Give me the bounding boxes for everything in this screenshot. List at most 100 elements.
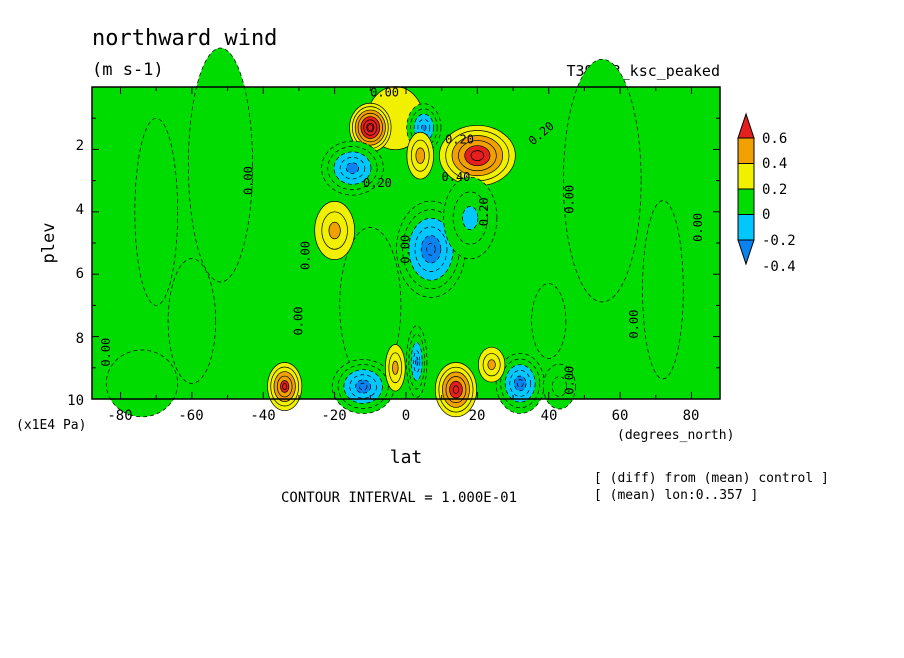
- colorbar-label: -0.4: [762, 259, 796, 275]
- x-tick-label: 20: [469, 408, 486, 424]
- colorbar: 0.6 0.4 0.2 0 -0.2 -0.4: [737, 112, 796, 275]
- x-axis-units: (degrees_north): [617, 428, 734, 443]
- field-feature: [105, 349, 178, 418]
- field-feature: [314, 201, 355, 260]
- plot-area: 0.000.00 0.200.20 0.200.200.400.000.000.00…: [91, 47, 721, 418]
- contour-band: [134, 117, 178, 306]
- contour-band: [358, 382, 368, 391]
- y-tick-label: 4: [76, 202, 84, 218]
- contour-band: [415, 356, 419, 367]
- contour-band: [470, 150, 485, 162]
- contour-value-label: 0.00: [563, 366, 577, 395]
- contour-band: [367, 124, 374, 131]
- contour-value-label: 0.20: [363, 176, 392, 190]
- contour-band: [563, 58, 642, 303]
- contour-band: [282, 383, 288, 390]
- field-feature: [406, 325, 428, 398]
- contour-value-label: 0.20: [445, 133, 474, 147]
- contour-value-label: 0.40: [442, 170, 471, 184]
- field-feature: [443, 176, 498, 260]
- y-tick-label: 2: [76, 138, 84, 154]
- contour-band: [452, 385, 460, 394]
- x-tick-label: 0: [402, 408, 410, 424]
- x-tick-label: 80: [683, 408, 700, 424]
- contour-band: [551, 376, 567, 397]
- note-line: [ (mean) lon:0..357 ]: [594, 488, 758, 503]
- contour-value-label: 0.00: [691, 213, 705, 242]
- y-tick-label: 6: [76, 266, 84, 282]
- colorbar-label: 0.2: [762, 182, 787, 198]
- contour-band: [105, 349, 178, 418]
- field-feature: [477, 346, 506, 383]
- colorbar-label: 0.4: [762, 156, 787, 172]
- contour-band: [462, 206, 479, 231]
- colorbar-swatch: [737, 188, 755, 215]
- contour-value-label: 0.00: [291, 307, 305, 336]
- contour-value-label: 0.00: [242, 166, 256, 195]
- contour-band: [328, 221, 341, 240]
- colorbar-label: 0: [762, 207, 770, 223]
- contour-band: [339, 227, 402, 384]
- contour-band: [187, 47, 253, 283]
- field-feature: [321, 140, 384, 196]
- y-axis-label: plev: [39, 223, 59, 264]
- x-tick-labels: -80 -60 -40 -20 0 20 40 60 80: [107, 408, 699, 424]
- contour-band: [421, 124, 427, 132]
- x-tick-label: -40: [250, 408, 275, 424]
- x-tick-label: -80: [107, 408, 132, 424]
- note-line: [ (diff) from (mean) control ]: [594, 471, 829, 486]
- field-feature: [495, 352, 545, 414]
- field-feature: [339, 227, 402, 384]
- x-axis-label: lat: [390, 447, 423, 468]
- chart-units: (m s-1): [92, 60, 164, 80]
- x-tick-label: 40: [541, 408, 558, 424]
- contour-value-label: 0.00: [563, 185, 577, 214]
- contour-band: [426, 242, 436, 256]
- field-feature: [331, 359, 395, 414]
- field-feature: [531, 283, 567, 359]
- y-tick-label: 8: [76, 331, 84, 347]
- contour-value-label: 0.00: [399, 235, 413, 264]
- x-tick-label: -20: [321, 408, 346, 424]
- colorbar-label: 0.6: [762, 131, 787, 147]
- contour-value-label: 0.20: [477, 197, 491, 226]
- x-tick-label: 60: [612, 408, 629, 424]
- contour-band: [167, 258, 217, 384]
- field-layer: [105, 47, 684, 418]
- colorbar-swatches: [737, 112, 755, 266]
- contour-label-layer: 0.000.00 0.200.20 0.200.200.400.000.000.00…: [99, 86, 705, 395]
- contour-value-label: 0.00: [370, 86, 399, 100]
- field-feature: [349, 102, 392, 153]
- colorbar-swatch: [737, 214, 755, 241]
- tick-layer: [92, 87, 720, 399]
- colorbar-cap-bottom: [737, 239, 755, 266]
- y-tick-labels: 2 4 6 8 10: [67, 138, 84, 409]
- field-feature: [642, 200, 684, 380]
- field-feature: [563, 58, 642, 303]
- contour-band: [415, 147, 426, 164]
- field-feature: [187, 47, 253, 283]
- contour-band: [487, 359, 496, 371]
- contour-band: [642, 200, 684, 380]
- y-tick-label: 10: [67, 393, 84, 409]
- colorbar-swatch: [737, 137, 755, 164]
- colorbar-label: -0.2: [762, 233, 796, 249]
- contour-interval: CONTOUR INTERVAL = 1.000E-01: [281, 490, 517, 506]
- field-feature: [406, 131, 435, 180]
- contour-band: [531, 283, 567, 359]
- contour-band: [345, 162, 360, 174]
- field-feature: [543, 363, 576, 410]
- field-feature: [439, 125, 516, 187]
- contour-band: [392, 360, 399, 375]
- field-feature: [384, 344, 406, 392]
- field-feature: [167, 258, 217, 384]
- colorbar-swatch: [737, 163, 755, 190]
- contour-value-label: 0.00: [99, 338, 113, 367]
- contour-value-label: 0.00: [627, 310, 641, 339]
- chart-title: northward wind: [92, 26, 277, 51]
- field-feature: [267, 362, 303, 411]
- y-axis-units: (x1E4 Pa): [16, 418, 86, 433]
- contour-value-label: 0.00: [299, 241, 313, 270]
- contour-band: [516, 379, 524, 388]
